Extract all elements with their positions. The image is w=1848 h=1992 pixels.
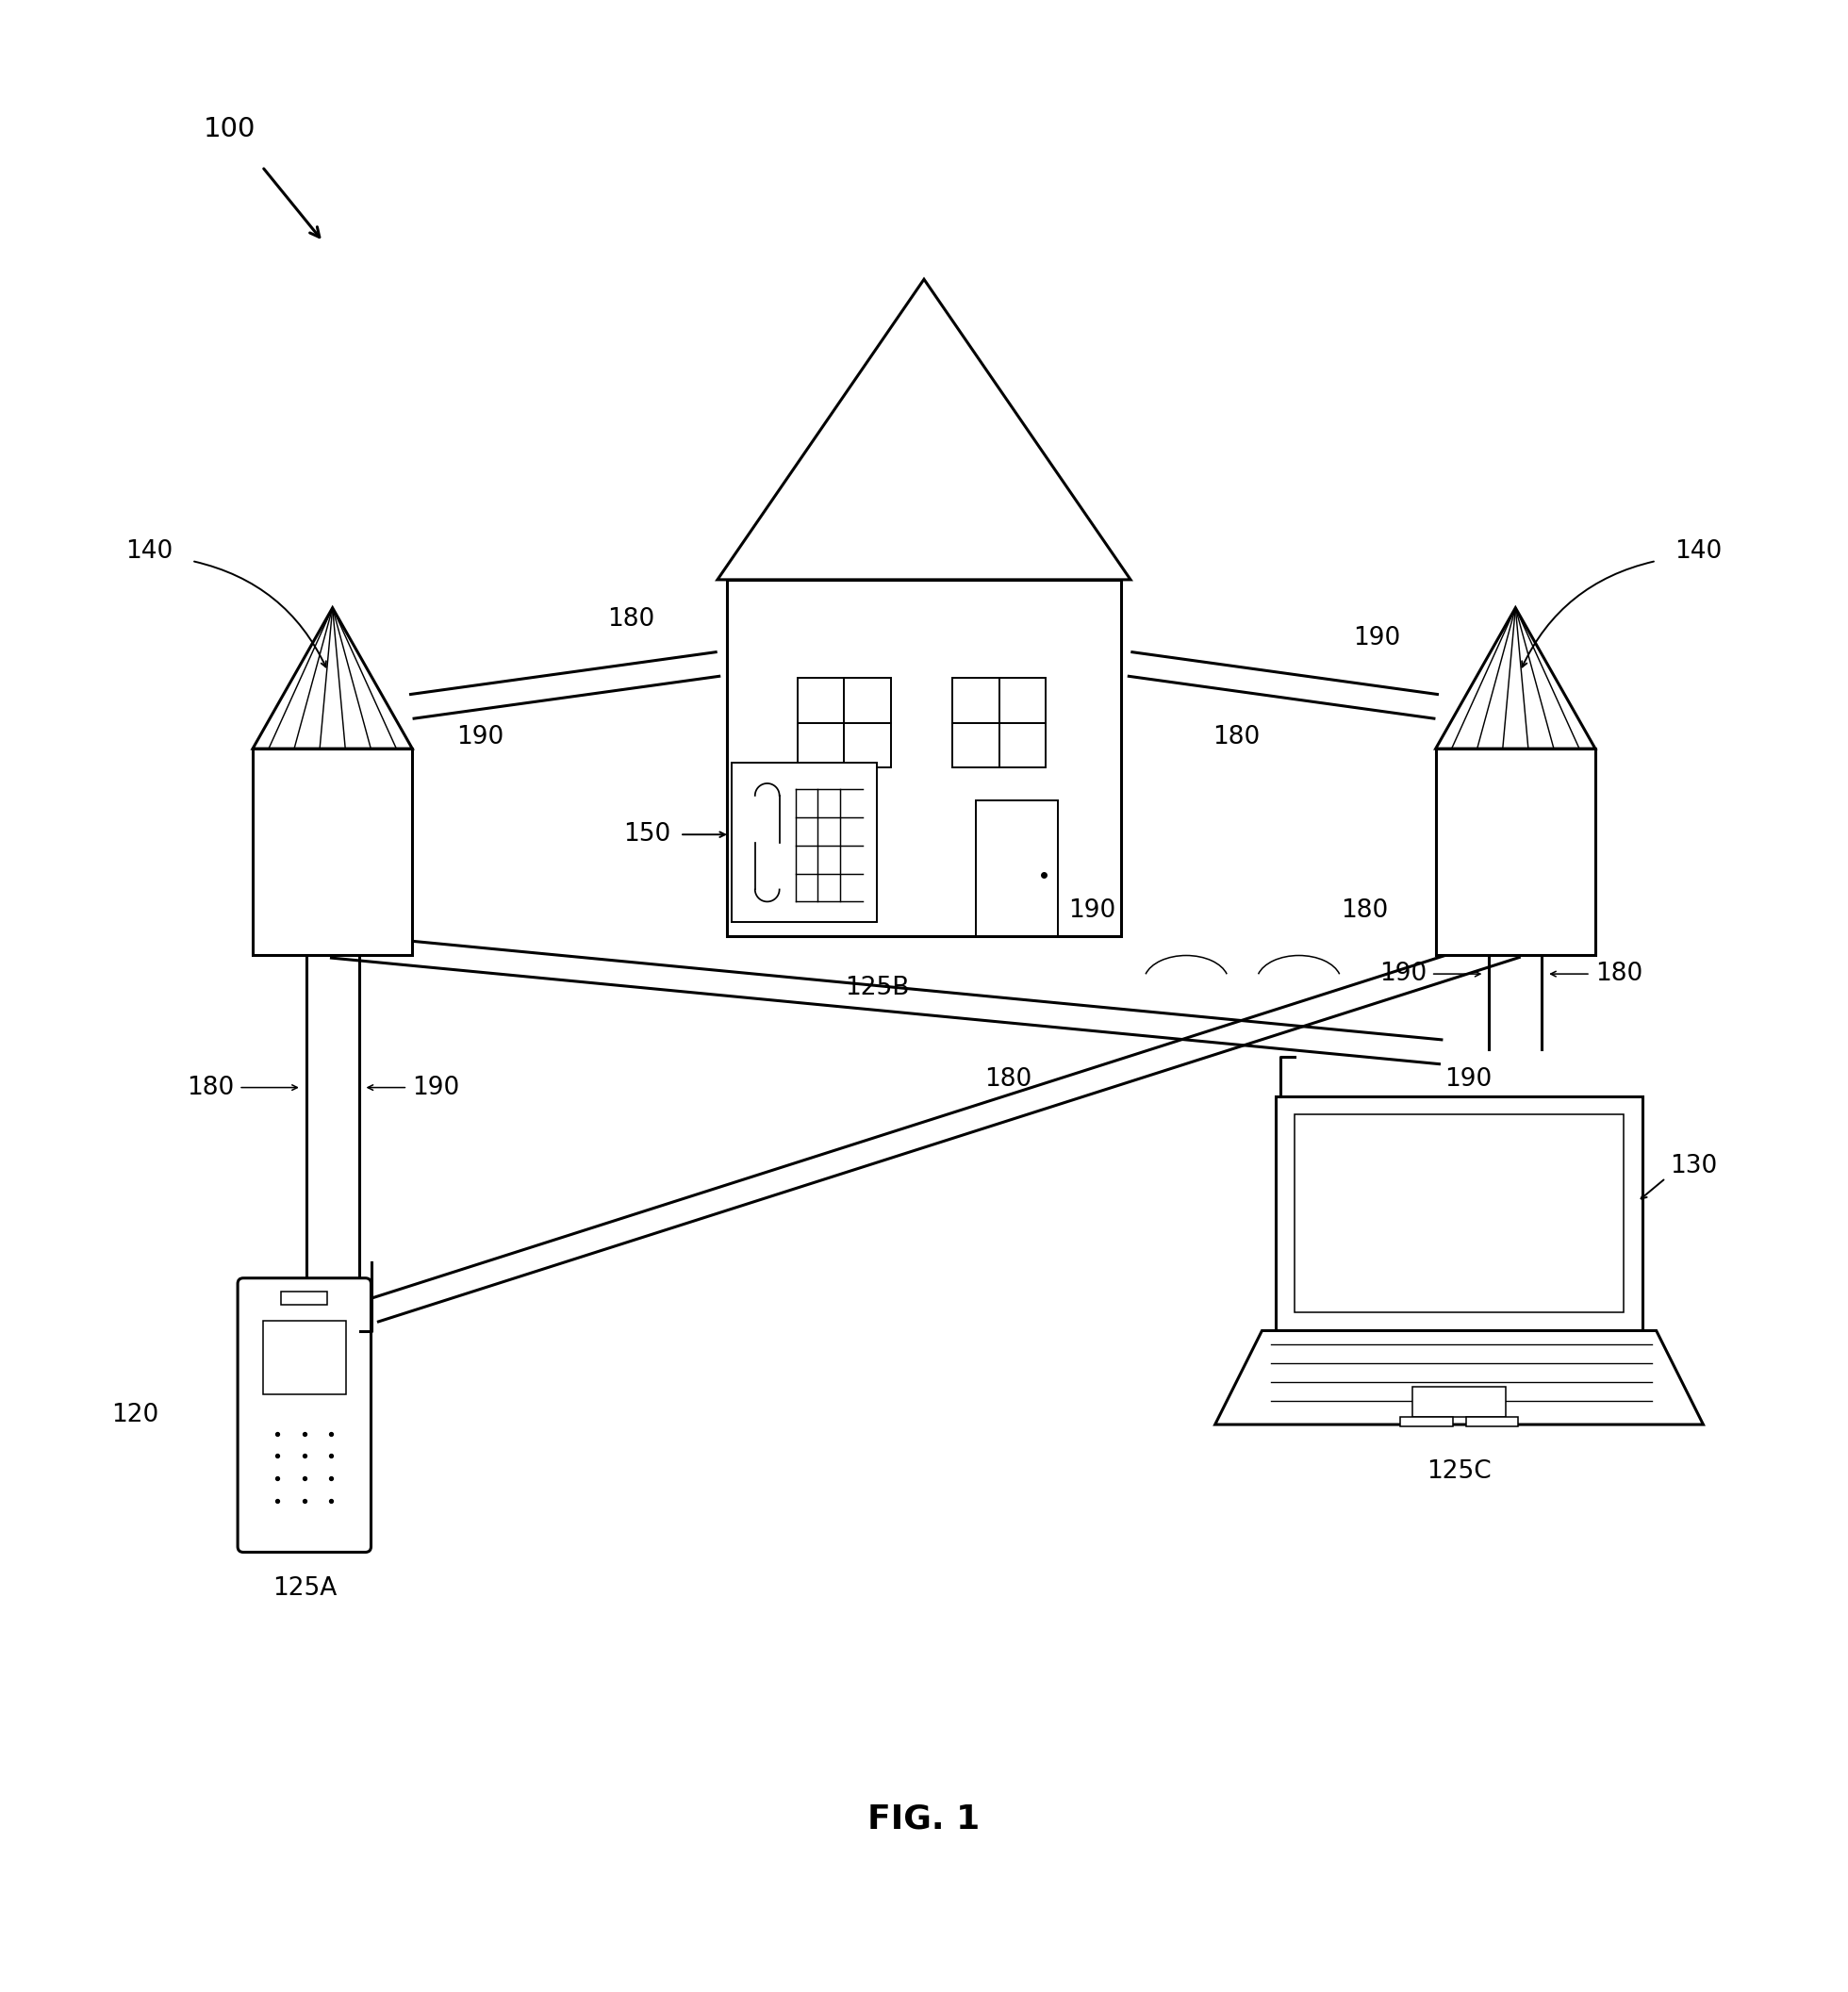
Text: 125B: 125B — [845, 976, 909, 1000]
Text: 140: 140 — [126, 540, 174, 564]
Bar — [1401, 1416, 1453, 1426]
Bar — [1277, 1096, 1643, 1331]
Bar — [1295, 1116, 1623, 1313]
Text: 125C: 125C — [1427, 1460, 1491, 1484]
Polygon shape — [1436, 608, 1595, 749]
Text: 100: 100 — [203, 116, 255, 141]
Text: 190: 190 — [1353, 625, 1401, 651]
Text: 190: 190 — [1379, 962, 1427, 986]
Text: 190: 190 — [412, 1076, 460, 1100]
Text: 150: 150 — [623, 823, 671, 847]
Text: 140: 140 — [1674, 540, 1722, 564]
Bar — [796, 677, 891, 767]
Bar — [952, 677, 1046, 767]
FancyBboxPatch shape — [238, 1279, 371, 1552]
Polygon shape — [1214, 1331, 1704, 1424]
Bar — [976, 801, 1059, 936]
Text: 190: 190 — [1068, 898, 1116, 922]
Text: 180: 180 — [985, 1068, 1031, 1092]
Text: 125A: 125A — [272, 1576, 336, 1602]
Polygon shape — [253, 608, 412, 749]
Bar — [726, 580, 1122, 936]
Text: 180: 180 — [1212, 725, 1260, 749]
Bar — [1412, 1386, 1506, 1416]
Text: FIG. 1: FIG. 1 — [869, 1803, 979, 1835]
Bar — [281, 1291, 327, 1305]
Bar — [253, 749, 412, 956]
Bar — [262, 1321, 346, 1394]
Text: 180: 180 — [1595, 962, 1643, 986]
Polygon shape — [717, 279, 1131, 580]
Text: 180: 180 — [606, 608, 654, 631]
Bar — [732, 763, 878, 922]
Text: 190: 190 — [456, 725, 505, 749]
Text: 130: 130 — [1671, 1153, 1717, 1179]
Text: 180: 180 — [1342, 898, 1388, 922]
Bar — [1436, 749, 1595, 956]
Text: 120: 120 — [111, 1402, 159, 1428]
Bar — [1465, 1416, 1519, 1426]
Text: 180: 180 — [187, 1076, 235, 1100]
Text: 190: 190 — [1443, 1068, 1491, 1092]
